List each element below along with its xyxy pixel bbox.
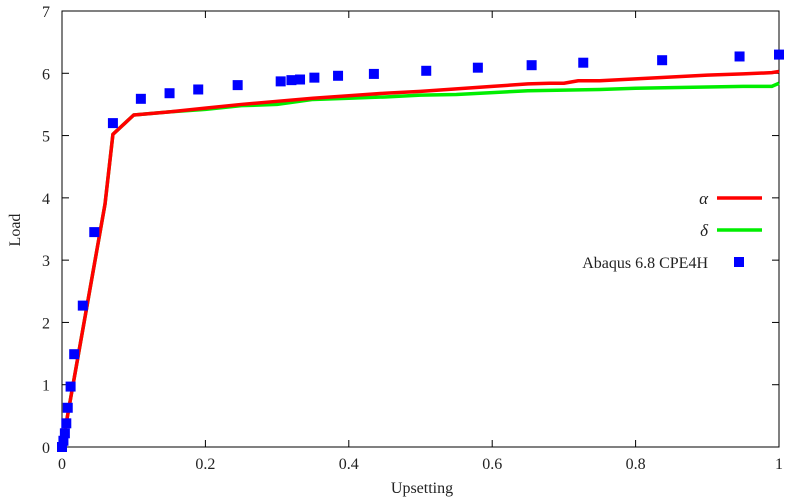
abaqus-point bbox=[472, 62, 483, 73]
legend-label-abaqus: Abaqus 6.8 CPE4H bbox=[582, 255, 708, 272]
y-tick-label: 5 bbox=[42, 129, 50, 146]
abaqus-point bbox=[309, 72, 320, 83]
abaqus-point bbox=[578, 57, 589, 68]
y-axis-label: Load bbox=[7, 214, 24, 247]
abaqus-point bbox=[135, 93, 146, 104]
legend-label-delta: δ bbox=[700, 221, 709, 240]
abaqus-point bbox=[62, 402, 73, 413]
series-line-alpha bbox=[60, 69, 780, 448]
abaqus-point bbox=[368, 68, 379, 79]
abaqus-point bbox=[59, 428, 70, 439]
abaqus-point bbox=[193, 84, 204, 95]
y-tick-label: 6 bbox=[42, 66, 50, 83]
legend-label-alpha: α bbox=[699, 189, 709, 208]
abaqus-point bbox=[57, 442, 67, 452]
abaqus-point bbox=[107, 118, 118, 129]
y-tick-label: 1 bbox=[42, 378, 50, 395]
x-axis-label: Upsetting bbox=[391, 480, 453, 497]
abaqus-point bbox=[734, 51, 745, 62]
plot-frame bbox=[61, 10, 780, 448]
abaqus-point bbox=[89, 227, 100, 238]
abaqus-point bbox=[232, 80, 243, 91]
legend: α δ Abaqus 6.8 CPE4H bbox=[582, 189, 762, 272]
x-tick-label: 0.8 bbox=[626, 456, 646, 473]
abaqus-point bbox=[77, 300, 88, 311]
x-tick-label: 0.6 bbox=[482, 456, 502, 473]
series-layer bbox=[57, 49, 784, 452]
abaqus-point bbox=[333, 70, 344, 81]
abaqus-point bbox=[69, 349, 80, 360]
y-tick-label: 3 bbox=[42, 253, 50, 270]
y-tick-label: 2 bbox=[42, 315, 50, 332]
x-tick-label: 0.2 bbox=[195, 456, 215, 473]
abaqus-point bbox=[65, 381, 76, 392]
abaqus-point bbox=[164, 88, 175, 99]
abaqus-point bbox=[657, 55, 668, 66]
y-tick-label: 4 bbox=[42, 191, 50, 208]
abaqus-point bbox=[774, 49, 784, 60]
legend-marker-abaqus bbox=[734, 257, 744, 267]
axis-ticks: 0 0.2 0.4 0.6 0.8 1 0 1 2 3 4 5 6 7 bbox=[42, 4, 783, 473]
abaqus-point bbox=[58, 435, 69, 446]
x-tick-label: 0.4 bbox=[339, 456, 359, 473]
abaqus-point bbox=[526, 60, 537, 71]
abaqus-point bbox=[61, 418, 72, 429]
abaqus-point bbox=[421, 65, 432, 76]
abaqus-point bbox=[275, 76, 286, 87]
abaqus-point bbox=[295, 74, 306, 85]
x-tick-label: 1 bbox=[775, 456, 783, 473]
abaqus-point bbox=[286, 75, 297, 86]
y-tick-label: 7 bbox=[42, 4, 50, 21]
x-tick-label: 0 bbox=[58, 456, 66, 473]
y-tick-label: 0 bbox=[42, 440, 50, 457]
